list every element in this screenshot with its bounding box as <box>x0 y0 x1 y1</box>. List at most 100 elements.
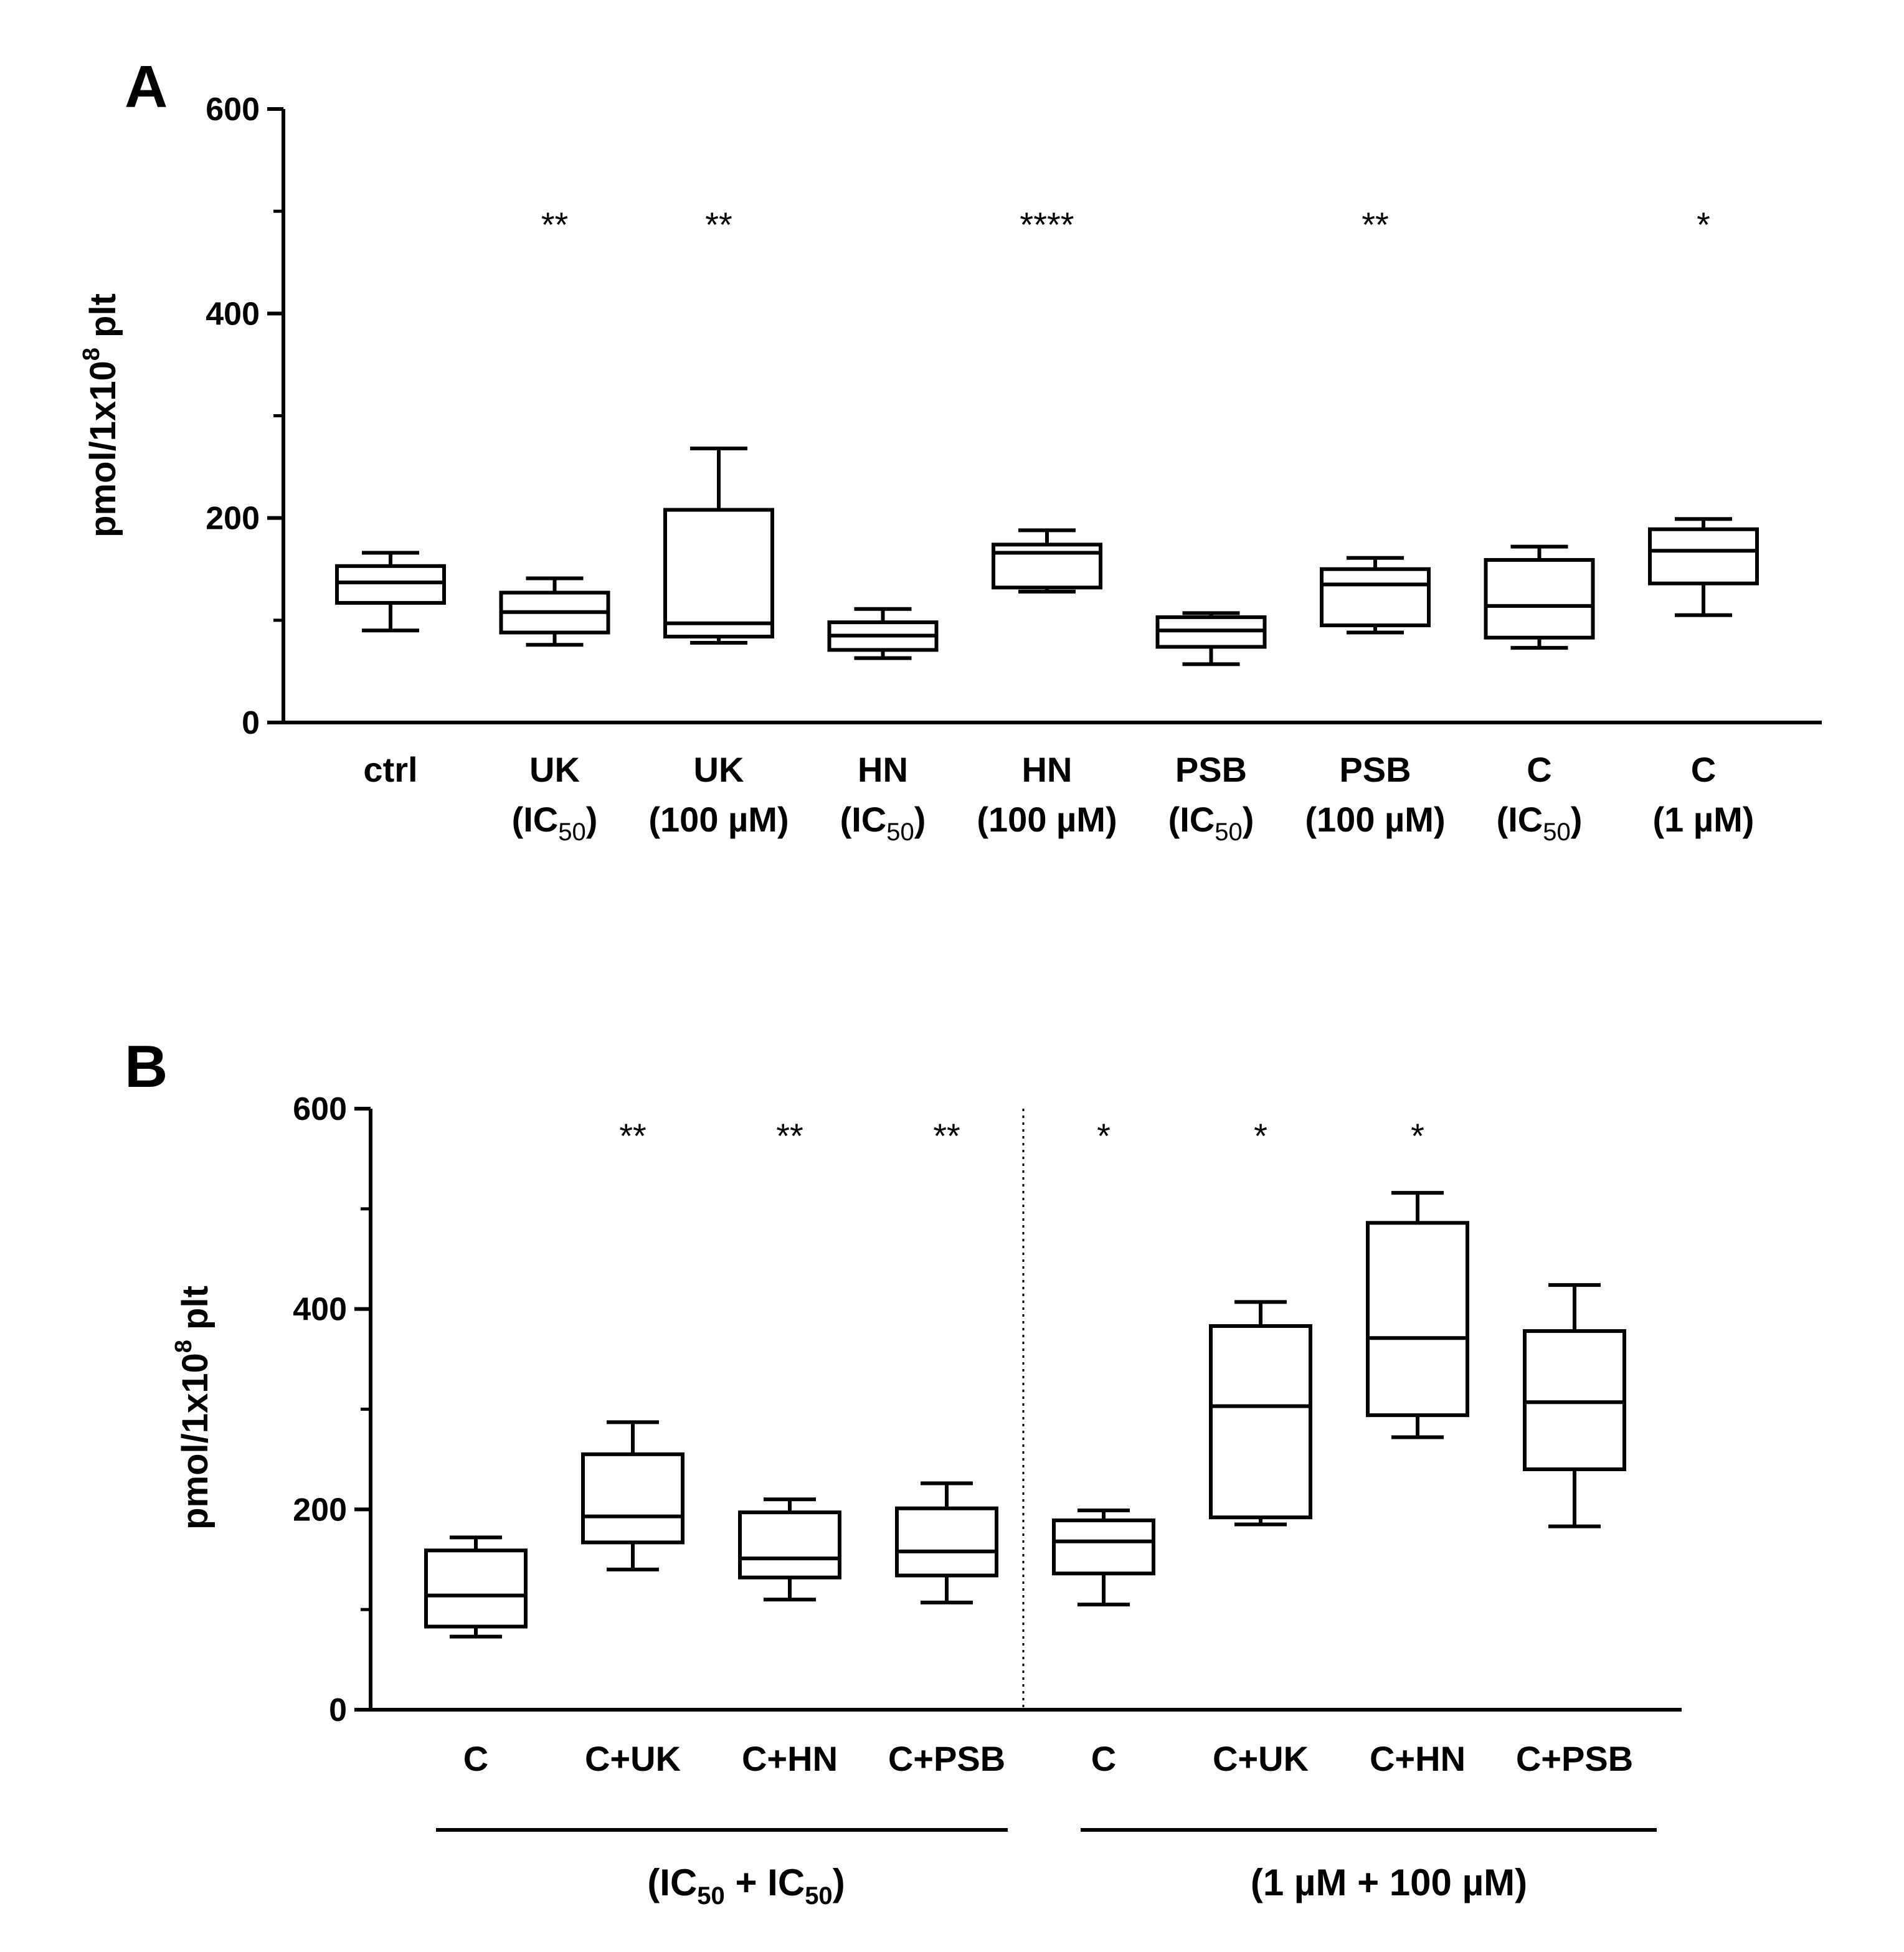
x-category-sublabel: (100 µM) <box>977 800 1117 839</box>
x-category-label: C+PSB <box>888 1739 1005 1778</box>
y-tick-label: 400 <box>293 1292 347 1328</box>
interquartile-box <box>663 508 774 639</box>
x-category-label: C+HN <box>742 1739 838 1778</box>
box-plot <box>895 1481 998 1604</box>
x-category-label: PSB <box>1339 750 1411 789</box>
label-part: (IC <box>840 800 887 839</box>
box-plot <box>424 1535 528 1639</box>
x-category-sublabel: (IC50) <box>1497 800 1583 846</box>
significance-marker: ** <box>933 1116 960 1155</box>
y-label-text: pmol/1x10 <box>83 361 123 538</box>
y-label-suffix: plt <box>83 293 123 348</box>
y-tick-label: 400 <box>206 296 260 332</box>
box-plot <box>335 551 446 633</box>
x-category-sublabel: (IC50) <box>1168 800 1254 846</box>
label-subscript: 50 <box>558 818 586 846</box>
interquartile-box <box>1648 527 1759 585</box>
x-category-label: C+UK <box>1213 1739 1309 1778</box>
label-subscript: 50 <box>1215 818 1243 846</box>
x-category-label: C+PSB <box>1516 1739 1633 1778</box>
y-label-text: pmol/1x10 <box>175 1353 216 1530</box>
y-tick-label: 600 <box>206 92 260 128</box>
x-category-label: ctrl <box>363 750 417 789</box>
box-plot <box>499 576 610 647</box>
interquartile-box <box>1523 1329 1626 1472</box>
x-category-label: C <box>1091 1739 1116 1778</box>
label-part: (100 µM) <box>1305 800 1445 839</box>
interquartile-box <box>738 1510 841 1580</box>
y-tick-label: 200 <box>293 1492 347 1528</box>
group-label-concentration: (1 µM + 100 µM) <box>1251 1862 1527 1903</box>
interquartile-box <box>1320 567 1431 628</box>
label-subscript: 50 <box>1543 818 1571 846</box>
interquartile-box <box>424 1548 528 1629</box>
box-plot <box>827 607 939 660</box>
x-category-sublabel: (IC50) <box>840 800 926 846</box>
y-label-superscript: 8 <box>78 348 105 361</box>
y-tick-label: 600 <box>293 1091 347 1127</box>
interquartile-box <box>1209 1324 1312 1520</box>
significance-marker: * <box>1254 1116 1267 1155</box>
label-part: ) <box>1571 800 1583 839</box>
significance-marker: ** <box>1362 205 1389 244</box>
interquartile-box <box>1484 557 1595 640</box>
x-category-label: UK <box>529 750 580 789</box>
x-category-label: HN <box>1022 750 1073 789</box>
label-part: ) <box>1243 800 1254 839</box>
x-category-label: C+UK <box>585 1739 681 1778</box>
panel-a-y-axis-label: pmol/1x108 plt <box>78 293 123 538</box>
y-tick-label: 0 <box>242 705 260 741</box>
interquartile-box <box>1052 1518 1155 1576</box>
y-label-suffix: plt <box>175 1286 216 1340</box>
interquartile-box <box>1366 1221 1469 1418</box>
label-subscript: 50 <box>886 818 914 846</box>
label-part: (IC <box>1497 800 1543 839</box>
x-category-label: C+HN <box>1370 1739 1466 1778</box>
significance-marker: ** <box>541 205 569 244</box>
panel-a-label: A <box>125 54 168 120</box>
box-plot <box>738 1497 841 1602</box>
y-tick-label: 200 <box>206 501 260 537</box>
significance-marker: ** <box>776 1116 803 1155</box>
label-part: (IC <box>512 800 559 839</box>
x-category-label: UK <box>694 750 744 789</box>
box-plot <box>1523 1283 1626 1528</box>
significance-marker: ** <box>619 1116 647 1155</box>
interquartile-box <box>581 1452 684 1545</box>
box-plot <box>1484 544 1595 650</box>
x-category-label: C <box>463 1739 488 1778</box>
significance-marker: * <box>1697 205 1710 244</box>
x-category-sublabel: (IC50) <box>512 800 598 846</box>
box-plot <box>1209 1300 1312 1527</box>
panel-b-y-axis-label: pmol/1x108 plt <box>171 1286 216 1530</box>
x-category-label: C <box>1691 750 1716 789</box>
box-plot <box>1155 611 1267 666</box>
box-plot <box>1366 1191 1469 1439</box>
y-tick-label: 0 <box>329 1692 347 1728</box>
significance-marker: ** <box>705 205 732 244</box>
label-part: (1 µM) <box>1653 800 1755 839</box>
significance-marker: **** <box>1020 205 1074 244</box>
box-plot <box>1320 556 1431 635</box>
x-category-sublabel: (100 µM) <box>1305 800 1445 839</box>
x-category-label: HN <box>858 750 908 789</box>
label-part: ) <box>914 800 926 839</box>
box-plot <box>1052 1508 1155 1607</box>
interquartile-box <box>335 564 446 605</box>
box-plot <box>1648 517 1759 617</box>
group-label-ic50: (IC50 + IC50) <box>647 1862 845 1910</box>
panel-b-label: B <box>125 1033 168 1100</box>
significance-marker: * <box>1411 1116 1424 1155</box>
y-label-superscript: 8 <box>171 1340 197 1353</box>
x-category-sublabel: (1 µM) <box>1653 800 1755 839</box>
x-category-sublabel: (100 µM) <box>648 800 789 839</box>
significance-marker: * <box>1097 1116 1111 1155</box>
label-part: ) <box>586 800 598 839</box>
box-plot <box>581 1420 684 1571</box>
label-part: (IC <box>1168 800 1215 839</box>
box-plot <box>663 447 774 645</box>
label-part: (100 µM) <box>977 800 1117 839</box>
x-category-label: PSB <box>1175 750 1247 789</box>
